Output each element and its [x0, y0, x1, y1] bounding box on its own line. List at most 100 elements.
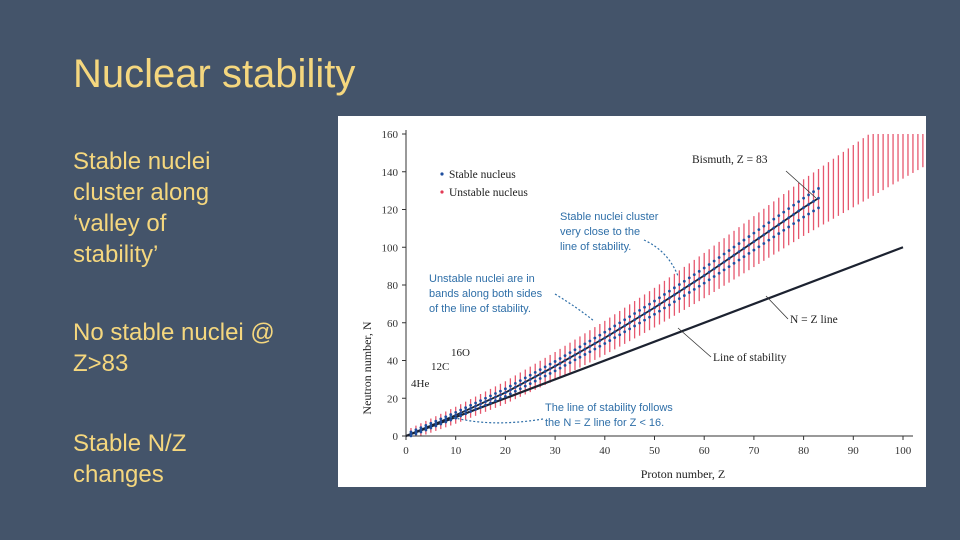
- stable-dot: [563, 359, 567, 362]
- stable-dot: [543, 370, 547, 373]
- stable-dot: [613, 324, 617, 328]
- stable-dot: [508, 392, 512, 396]
- stable-dot: [598, 339, 602, 343]
- stable-dot: [553, 364, 557, 368]
- stable-dot: [663, 293, 666, 296]
- stable-dot: [672, 286, 676, 290]
- x-tick-label: 90: [848, 445, 860, 457]
- y-tick-label: 100: [382, 242, 399, 254]
- stable-dot: [439, 422, 443, 426]
- stable-dot: [489, 397, 492, 401]
- stable-dot: [707, 278, 711, 282]
- stable-dot: [762, 242, 766, 245]
- stable-dot: [732, 245, 736, 249]
- stable-dot: [668, 303, 671, 307]
- stable-dot: [439, 420, 443, 423]
- stable-dot: [558, 357, 562, 360]
- stable-dot: [518, 383, 522, 387]
- stable-dot: [817, 206, 820, 210]
- label-follows-1: The line of stability follows: [545, 402, 673, 414]
- stable-dot: [712, 275, 716, 278]
- pointer-bismuth: [785, 170, 817, 199]
- stable-dot: [429, 426, 433, 430]
- stable-dot: [767, 238, 771, 242]
- stable-dot: [484, 396, 487, 400]
- stable-dot: [543, 365, 547, 369]
- stable-dot: [603, 342, 607, 345]
- stable-dot: [494, 395, 497, 399]
- stable-dot: [598, 344, 602, 348]
- stable-dot: [752, 231, 756, 235]
- stable-dot: [787, 216, 791, 220]
- stable-dot: [419, 430, 423, 434]
- stable-dot: [513, 381, 517, 385]
- x-tick-label: 100: [895, 445, 912, 457]
- stable-dot: [702, 274, 706, 277]
- stable-dot: [548, 372, 552, 375]
- legend-stable-marker: [440, 172, 444, 176]
- stable-dot: [747, 251, 751, 255]
- stable-dot: [717, 271, 721, 275]
- stable-dot: [722, 252, 726, 256]
- stable-dot: [658, 303, 661, 306]
- x-tick-label: 50: [649, 445, 661, 457]
- x-tick-label: 0: [403, 445, 409, 457]
- stable-dot: [792, 222, 796, 226]
- pointer-nz-line: [765, 295, 789, 320]
- stable-dot: [643, 305, 646, 309]
- stable-dot: [573, 358, 577, 362]
- stable-dot: [504, 391, 507, 394]
- stable-dot: [414, 428, 418, 432]
- stable-dot: [702, 266, 706, 270]
- stable-dot: [812, 190, 815, 194]
- stable-dot: [464, 412, 468, 416]
- stable-dot: [643, 318, 646, 322]
- stable-dot: [543, 374, 547, 378]
- x-tick-label: 70: [748, 445, 760, 457]
- stable-dot: [573, 353, 577, 357]
- stable-dot: [474, 404, 477, 408]
- stable-dot: [697, 284, 701, 288]
- stable-dot: [638, 315, 641, 319]
- stable-dot: [772, 217, 776, 221]
- stable-dot: [772, 226, 776, 230]
- stable-dot: [484, 403, 487, 407]
- y-tick-label: 60: [387, 318, 399, 330]
- stable-dot: [528, 377, 532, 381]
- stable-dot: [504, 394, 507, 398]
- stable-dot: [762, 233, 766, 237]
- stable-dot: [474, 407, 477, 411]
- stable-dot: [563, 354, 567, 357]
- label-nz-line: N = Z line: [790, 314, 838, 326]
- stable-dot: [538, 368, 542, 372]
- stable-dot: [792, 213, 796, 216]
- stable-dot: [429, 424, 433, 428]
- stable-dot: [618, 321, 622, 325]
- stable-dot: [692, 280, 696, 284]
- stable-dot: [538, 377, 542, 380]
- stable-dot: [628, 321, 632, 325]
- stable-dot: [658, 296, 661, 300]
- stable-dot: [533, 370, 537, 374]
- stable-dot: [434, 422, 438, 425]
- stable-dot: [424, 426, 428, 430]
- stable-dot: [727, 257, 731, 260]
- stable-dot: [454, 413, 458, 417]
- stable-dot: [767, 221, 771, 225]
- stable-dot: [697, 269, 701, 273]
- stable-dot: [414, 432, 418, 436]
- label-bismuth: Bismuth, Z = 83: [692, 154, 768, 166]
- legend-unstable: Unstable nucleus: [449, 187, 528, 199]
- stable-dot: [677, 283, 681, 286]
- stable-dot: [682, 286, 686, 290]
- stable-dot: [737, 250, 741, 254]
- stable-dot: [817, 187, 820, 190]
- stable-dot: [449, 413, 453, 416]
- nz-line: [405, 246, 904, 438]
- stable-dot: [757, 228, 761, 232]
- stable-dot: [807, 212, 810, 216]
- stable-dot: [623, 318, 627, 322]
- stable-dot: [717, 263, 721, 267]
- stable-dot: [628, 315, 632, 319]
- stable-dot: [429, 421, 433, 425]
